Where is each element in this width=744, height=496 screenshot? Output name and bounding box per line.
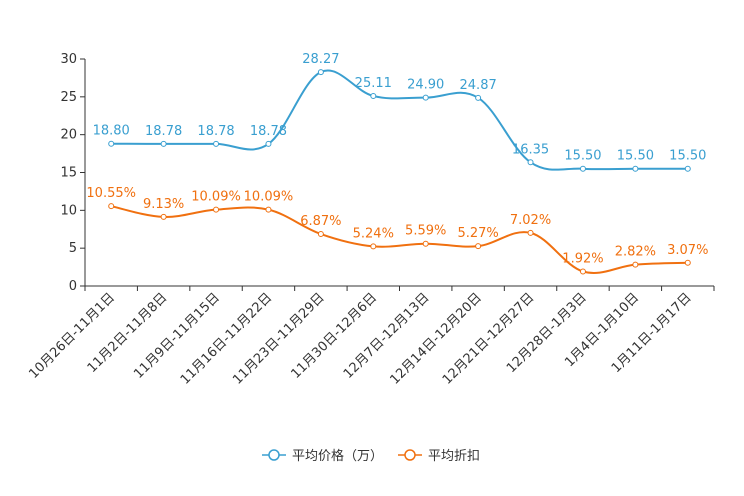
y-tick-label: 20 [60,128,77,143]
data-point[interactable] [160,213,167,220]
x-tick-label: 11月16日-11月22日 [178,290,275,387]
data-point[interactable] [684,165,691,172]
data-label: 18.78 [145,124,182,139]
data-label: 5.24% [353,226,394,241]
data-point[interactable] [527,229,534,236]
x-tick-label: 10月26日-11月1日 [26,290,118,382]
data-point[interactable] [475,94,482,101]
data-label: 25.11 [355,76,392,91]
x-tick-label: 12月14日-12月20日 [387,290,484,387]
y-tick-label: 10 [60,203,77,218]
data-point[interactable] [370,93,377,100]
data-point[interactable] [632,165,639,172]
series-price: 18.80 18.78 18.78 18.78 28.27 25.11 24.90 24.87… [93,52,706,172]
data-point[interactable] [108,140,115,147]
series-line [111,205,688,274]
legend[interactable]: 平均价格（万） 平均折扣 [262,448,480,464]
data-point[interactable] [160,140,167,147]
data-point[interactable] [108,203,115,210]
legend-item-discount[interactable]: 平均折扣 [398,449,480,464]
data-label: 24.90 [407,78,444,93]
legend-label: 平均折扣 [428,449,480,464]
data-point[interactable] [370,243,377,250]
data-point[interactable] [265,140,272,147]
data-point[interactable] [579,268,586,275]
data-label: 18.80 [93,124,130,139]
data-point[interactable] [213,140,220,147]
data-label: 15.50 [669,149,706,164]
data-label: 10.55% [86,186,136,201]
data-label: 9.13% [143,197,184,212]
y-tick-label: 25 [60,90,77,105]
y-tick-label: 0 [69,279,77,294]
data-point[interactable] [265,206,272,213]
data-label: 2.82% [615,245,656,260]
data-label: 3.07% [667,243,708,258]
data-point[interactable] [579,165,586,172]
data-label: 18.78 [197,124,234,139]
data-label: 15.50 [617,149,654,164]
data-point[interactable] [317,69,324,76]
axes: 05101520253010月26日-11月1日11月2日-11月8日11月9日… [26,52,715,388]
data-point[interactable] [422,94,429,101]
data-label: 10.09% [191,190,241,205]
data-label: 6.87% [300,214,341,229]
y-tick-label: 5 [69,241,77,256]
data-point[interactable] [317,231,324,238]
data-label: 7.02% [510,213,551,228]
data-label: 18.78 [250,124,287,139]
data-point[interactable] [422,240,429,247]
data-point[interactable] [475,243,482,250]
data-point[interactable] [213,206,220,213]
data-label: 5.27% [457,226,498,241]
legend-marker-icon [268,449,280,461]
data-label: 10.09% [244,190,294,205]
data-label: 1.92% [562,251,603,266]
data-label: 28.27 [302,52,339,67]
series-discount: 10.55% 9.13% 10.09% 10.09% 6.87% 5.24% 5.59% 5.… [86,186,708,275]
data-label: 15.50 [564,149,601,164]
data-label: 5.59% [405,224,446,239]
data-label: 16.35 [512,142,549,157]
legend-marker-icon [404,449,416,461]
data-point[interactable] [684,259,691,266]
x-tick-label: 11月23日-11月29日 [230,290,327,387]
y-tick-label: 30 [60,52,77,67]
y-tick-label: 15 [60,166,77,181]
data-label: 24.87 [460,78,497,93]
data-point[interactable] [632,261,639,268]
x-tick-label: 12月21日-12月27日 [440,290,537,387]
series-layer: 18.80 18.78 18.78 18.78 28.27 25.11 24.90 24.87… [86,52,708,275]
legend-item-price[interactable]: 平均价格（万） [262,448,383,464]
legend-label: 平均价格（万） [292,448,383,464]
data-point[interactable] [527,159,534,166]
